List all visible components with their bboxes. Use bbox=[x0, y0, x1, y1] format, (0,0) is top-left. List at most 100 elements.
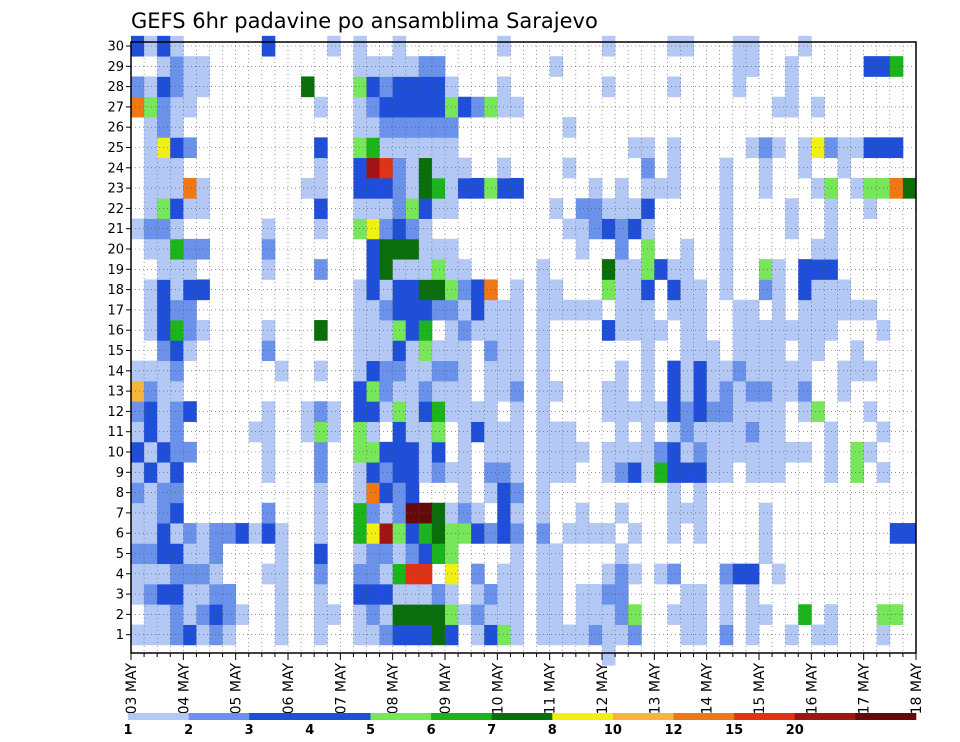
heatmap-cell bbox=[602, 279, 616, 301]
heatmap-cell bbox=[667, 76, 681, 98]
heatmap-cell bbox=[353, 279, 367, 301]
heatmap-cell bbox=[693, 360, 708, 382]
heatmap-cell bbox=[575, 583, 590, 605]
heatmap-cell bbox=[549, 198, 564, 219]
heatmap-cell bbox=[314, 218, 328, 240]
heatmap-cell bbox=[562, 218, 577, 240]
heatmap-cell bbox=[131, 380, 145, 402]
heatmap-cell bbox=[431, 583, 446, 605]
heatmap-cell bbox=[170, 543, 184, 565]
heatmap-cell bbox=[484, 441, 498, 463]
chart-title: GEFS 6hr padavine po ansamblima Sarajevo bbox=[131, 9, 598, 33]
heatmap-cell bbox=[863, 360, 878, 382]
y-tick-label: 8 bbox=[116, 486, 124, 501]
heatmap-cell bbox=[889, 177, 904, 199]
heatmap-cell bbox=[484, 320, 498, 341]
heatmap-cell bbox=[850, 137, 865, 159]
heatmap-cell bbox=[418, 157, 433, 179]
heatmap-cell bbox=[615, 177, 629, 199]
heatmap-cell bbox=[745, 137, 760, 159]
heatmap-cell bbox=[183, 96, 197, 118]
y-tick-label: 20 bbox=[107, 243, 124, 258]
heatmap-cell bbox=[144, 96, 158, 118]
heatmap-cell bbox=[562, 299, 577, 321]
heatmap-cell bbox=[405, 380, 420, 402]
heatmap-cell bbox=[458, 462, 472, 483]
heatmap-cell bbox=[628, 259, 642, 280]
heatmap-cell bbox=[667, 441, 681, 463]
heatmap-cell bbox=[471, 624, 485, 646]
heatmap-cell bbox=[366, 137, 380, 159]
heatmap-cell bbox=[131, 523, 145, 544]
heatmap-cell bbox=[353, 360, 367, 382]
heatmap-cell bbox=[615, 279, 629, 301]
heatmap-cell bbox=[602, 523, 616, 544]
x-tick-label: 09 MAY bbox=[438, 663, 454, 715]
heatmap-cell bbox=[772, 441, 786, 463]
heatmap-cell bbox=[615, 624, 629, 646]
heatmap-cell bbox=[719, 462, 734, 483]
heatmap-cell bbox=[471, 502, 485, 524]
heatmap-cell bbox=[759, 441, 773, 463]
heatmap-cell bbox=[549, 583, 564, 605]
heatmap-cell bbox=[484, 299, 498, 321]
heatmap-cell bbox=[274, 583, 289, 605]
colorbar-swatch bbox=[491, 713, 553, 720]
heatmap-cell bbox=[772, 279, 786, 301]
heatmap-cell bbox=[353, 421, 367, 443]
heatmap-cell bbox=[759, 462, 773, 483]
heatmap-cell bbox=[261, 218, 276, 240]
heatmap-cell bbox=[170, 563, 184, 585]
heatmap-cell bbox=[170, 462, 184, 483]
heatmap-cell bbox=[510, 401, 524, 422]
heatmap-cell bbox=[418, 604, 433, 625]
heatmap-cell bbox=[667, 360, 681, 382]
y-tick-label: 17 bbox=[107, 303, 124, 318]
heatmap-cell bbox=[379, 177, 394, 199]
heatmap-cell bbox=[745, 56, 760, 77]
heatmap-cell bbox=[170, 624, 184, 646]
heatmap-cell bbox=[144, 320, 158, 341]
heatmap-cell bbox=[575, 441, 590, 463]
heatmap-cell bbox=[497, 320, 511, 341]
heatmap-cell bbox=[798, 401, 812, 422]
heatmap-cell bbox=[759, 421, 773, 443]
heatmap-cell bbox=[366, 320, 380, 341]
heatmap-cell bbox=[798, 340, 812, 362]
heatmap-cell bbox=[183, 198, 197, 219]
heatmap-cell bbox=[759, 604, 773, 625]
heatmap-cell bbox=[431, 279, 446, 301]
heatmap-cell bbox=[562, 157, 577, 179]
heatmap-cell bbox=[144, 482, 158, 504]
heatmap-cell bbox=[575, 523, 590, 544]
heatmap-cell bbox=[314, 624, 328, 646]
heatmap-cell bbox=[431, 502, 446, 524]
heatmap-cell bbox=[549, 279, 564, 301]
heatmap-cells bbox=[131, 35, 917, 666]
heatmap-cell bbox=[170, 441, 184, 463]
heatmap-cell bbox=[628, 624, 642, 646]
heatmap-cell bbox=[837, 157, 851, 179]
heatmap-cell bbox=[719, 157, 734, 179]
heatmap-cell bbox=[654, 441, 668, 463]
heatmap-cell bbox=[759, 360, 773, 382]
heatmap-cell bbox=[274, 543, 289, 565]
heatmap-cell bbox=[366, 340, 380, 362]
colorbar-swatch bbox=[855, 713, 917, 720]
heatmap-cell bbox=[379, 76, 394, 98]
heatmap-cell bbox=[693, 523, 708, 544]
heatmap-cell bbox=[379, 320, 394, 341]
heatmap-cell bbox=[628, 523, 642, 544]
colorbar-swatch bbox=[734, 713, 796, 720]
heatmap-cell bbox=[431, 401, 446, 422]
heatmap-cell bbox=[222, 624, 237, 646]
heatmap-cell bbox=[667, 137, 681, 159]
heatmap-cell bbox=[405, 462, 420, 483]
heatmap-cell bbox=[366, 462, 380, 483]
heatmap-cell bbox=[471, 421, 485, 443]
heatmap-cell bbox=[261, 35, 276, 57]
heatmap-cell bbox=[170, 604, 184, 625]
heatmap-cell bbox=[863, 401, 878, 422]
heatmap-cell bbox=[484, 340, 498, 362]
heatmap-cell bbox=[654, 259, 668, 280]
